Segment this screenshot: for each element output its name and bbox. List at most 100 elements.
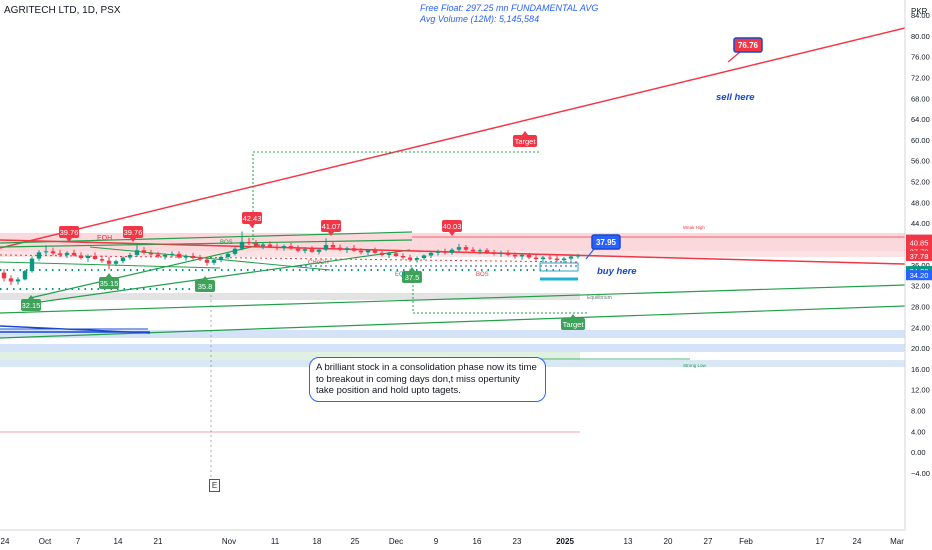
swing-high-label-pointer [449,232,455,236]
swing-low-label-text: 32.15 [22,301,41,310]
candle [204,256,210,266]
symbol-title: AGRITECH LTD, 1D, PSX [4,5,121,16]
swing-low-label-box [21,299,41,311]
x-tick-label: Mar [890,537,904,546]
candle-body [288,246,294,249]
analysis-note[interactable]: A brilliant stock in a consolidation pha… [309,357,546,402]
x-tick-label: 14 [114,537,123,546]
structure-label: Weak High [683,225,705,230]
candle-body [526,254,532,258]
x-tick-label: Dec [389,537,403,546]
candle [400,253,406,260]
callout-box [733,37,763,53]
equilibrium-zone [0,293,580,300]
candle [197,254,203,262]
candle [512,252,518,259]
x-tick-label: 18 [313,537,322,546]
candle [120,256,126,264]
swing-high-label-pointer [130,238,136,242]
candle [57,249,63,258]
swing-low-label-pointer [409,267,415,271]
candle-body [400,255,406,258]
candle [8,275,14,286]
swing-low-label-text: 37.5 [405,273,420,282]
price-callout: 37.95 [585,234,621,260]
green-line-e[interactable] [0,261,221,269]
candle-body [169,253,175,255]
candle [113,259,119,266]
candle [183,254,189,261]
candles-layer [1,231,581,286]
candle [498,250,504,258]
y-tick-label: 32.00 [911,282,930,291]
candle-body [246,241,252,243]
support-line-2[interactable] [0,305,906,339]
candle [351,245,357,252]
fundamental-info: Free Float: 297.25 mn FUNDAMENTAL AVG Av… [420,3,598,25]
candle-body [379,252,385,255]
swing-low-label: 32.15 [21,295,41,311]
candle-body [176,253,182,258]
candle-body [414,258,420,260]
candle [561,257,567,264]
swing-high-label: 39.76 [123,226,143,242]
y-tick-label: 48.00 [911,198,930,207]
free-float-text: Free Float: 297.25 mn FUNDAMENTAL AVG [420,3,599,13]
strong-low-zone [0,352,580,360]
earnings-marker[interactable]: E [209,479,220,492]
candle [176,251,182,259]
candle-body [365,250,371,253]
y-tick-label: 80.00 [911,32,930,41]
candle-body [456,247,462,250]
swing-high-label-text: 39.76 [60,228,79,237]
candle [547,254,553,261]
candle-body [323,245,329,250]
candle-body [477,250,483,252]
target-top-label-pointer [522,131,528,135]
green-line-b[interactable] [0,239,413,248]
structure-label: Equilibrium [587,295,612,301]
green-line-c[interactable] [29,244,261,299]
upper-channel-line[interactable] [0,27,906,249]
candle-body [295,248,301,251]
candle-body [113,261,119,264]
swing-high-label-pointer [66,238,72,242]
y-tick-label: 56.00 [911,157,930,166]
demand-zone-2 [0,344,905,352]
target-bottom-label-text: Target [563,320,585,329]
candle [78,252,84,260]
candle-body [218,257,224,261]
candle [484,248,490,254]
candle-body [232,248,238,254]
candle [162,253,168,260]
y-tick-label: 0.00 [911,448,926,457]
candle [295,245,301,253]
target-top-label: Target [513,131,537,147]
candle [232,246,238,256]
swing-high-label-box [321,220,341,232]
buy-here-label: buy here [597,266,637,277]
candle-body [407,257,413,260]
callout-value: 76.76 [738,41,759,50]
green-line-f[interactable] [89,246,331,271]
swing-high-label: 41.07 [321,220,341,236]
candle-body [225,253,231,258]
candle [274,243,280,251]
candle [358,248,364,255]
swing-low-label-box [402,271,422,283]
green-line-d[interactable] [39,249,411,303]
candle-body [449,249,455,253]
candle-body [330,245,336,248]
candle [267,241,273,249]
candle [50,247,56,256]
candle [99,255,105,263]
candle [463,245,469,252]
price-badge-text: 37.78 [910,252,929,261]
x-tick-label: 27 [704,537,713,546]
candle [1,268,7,282]
candle [106,257,112,270]
support-line-1[interactable] [0,284,906,314]
candle-body [533,257,539,260]
candle-body [484,250,490,253]
